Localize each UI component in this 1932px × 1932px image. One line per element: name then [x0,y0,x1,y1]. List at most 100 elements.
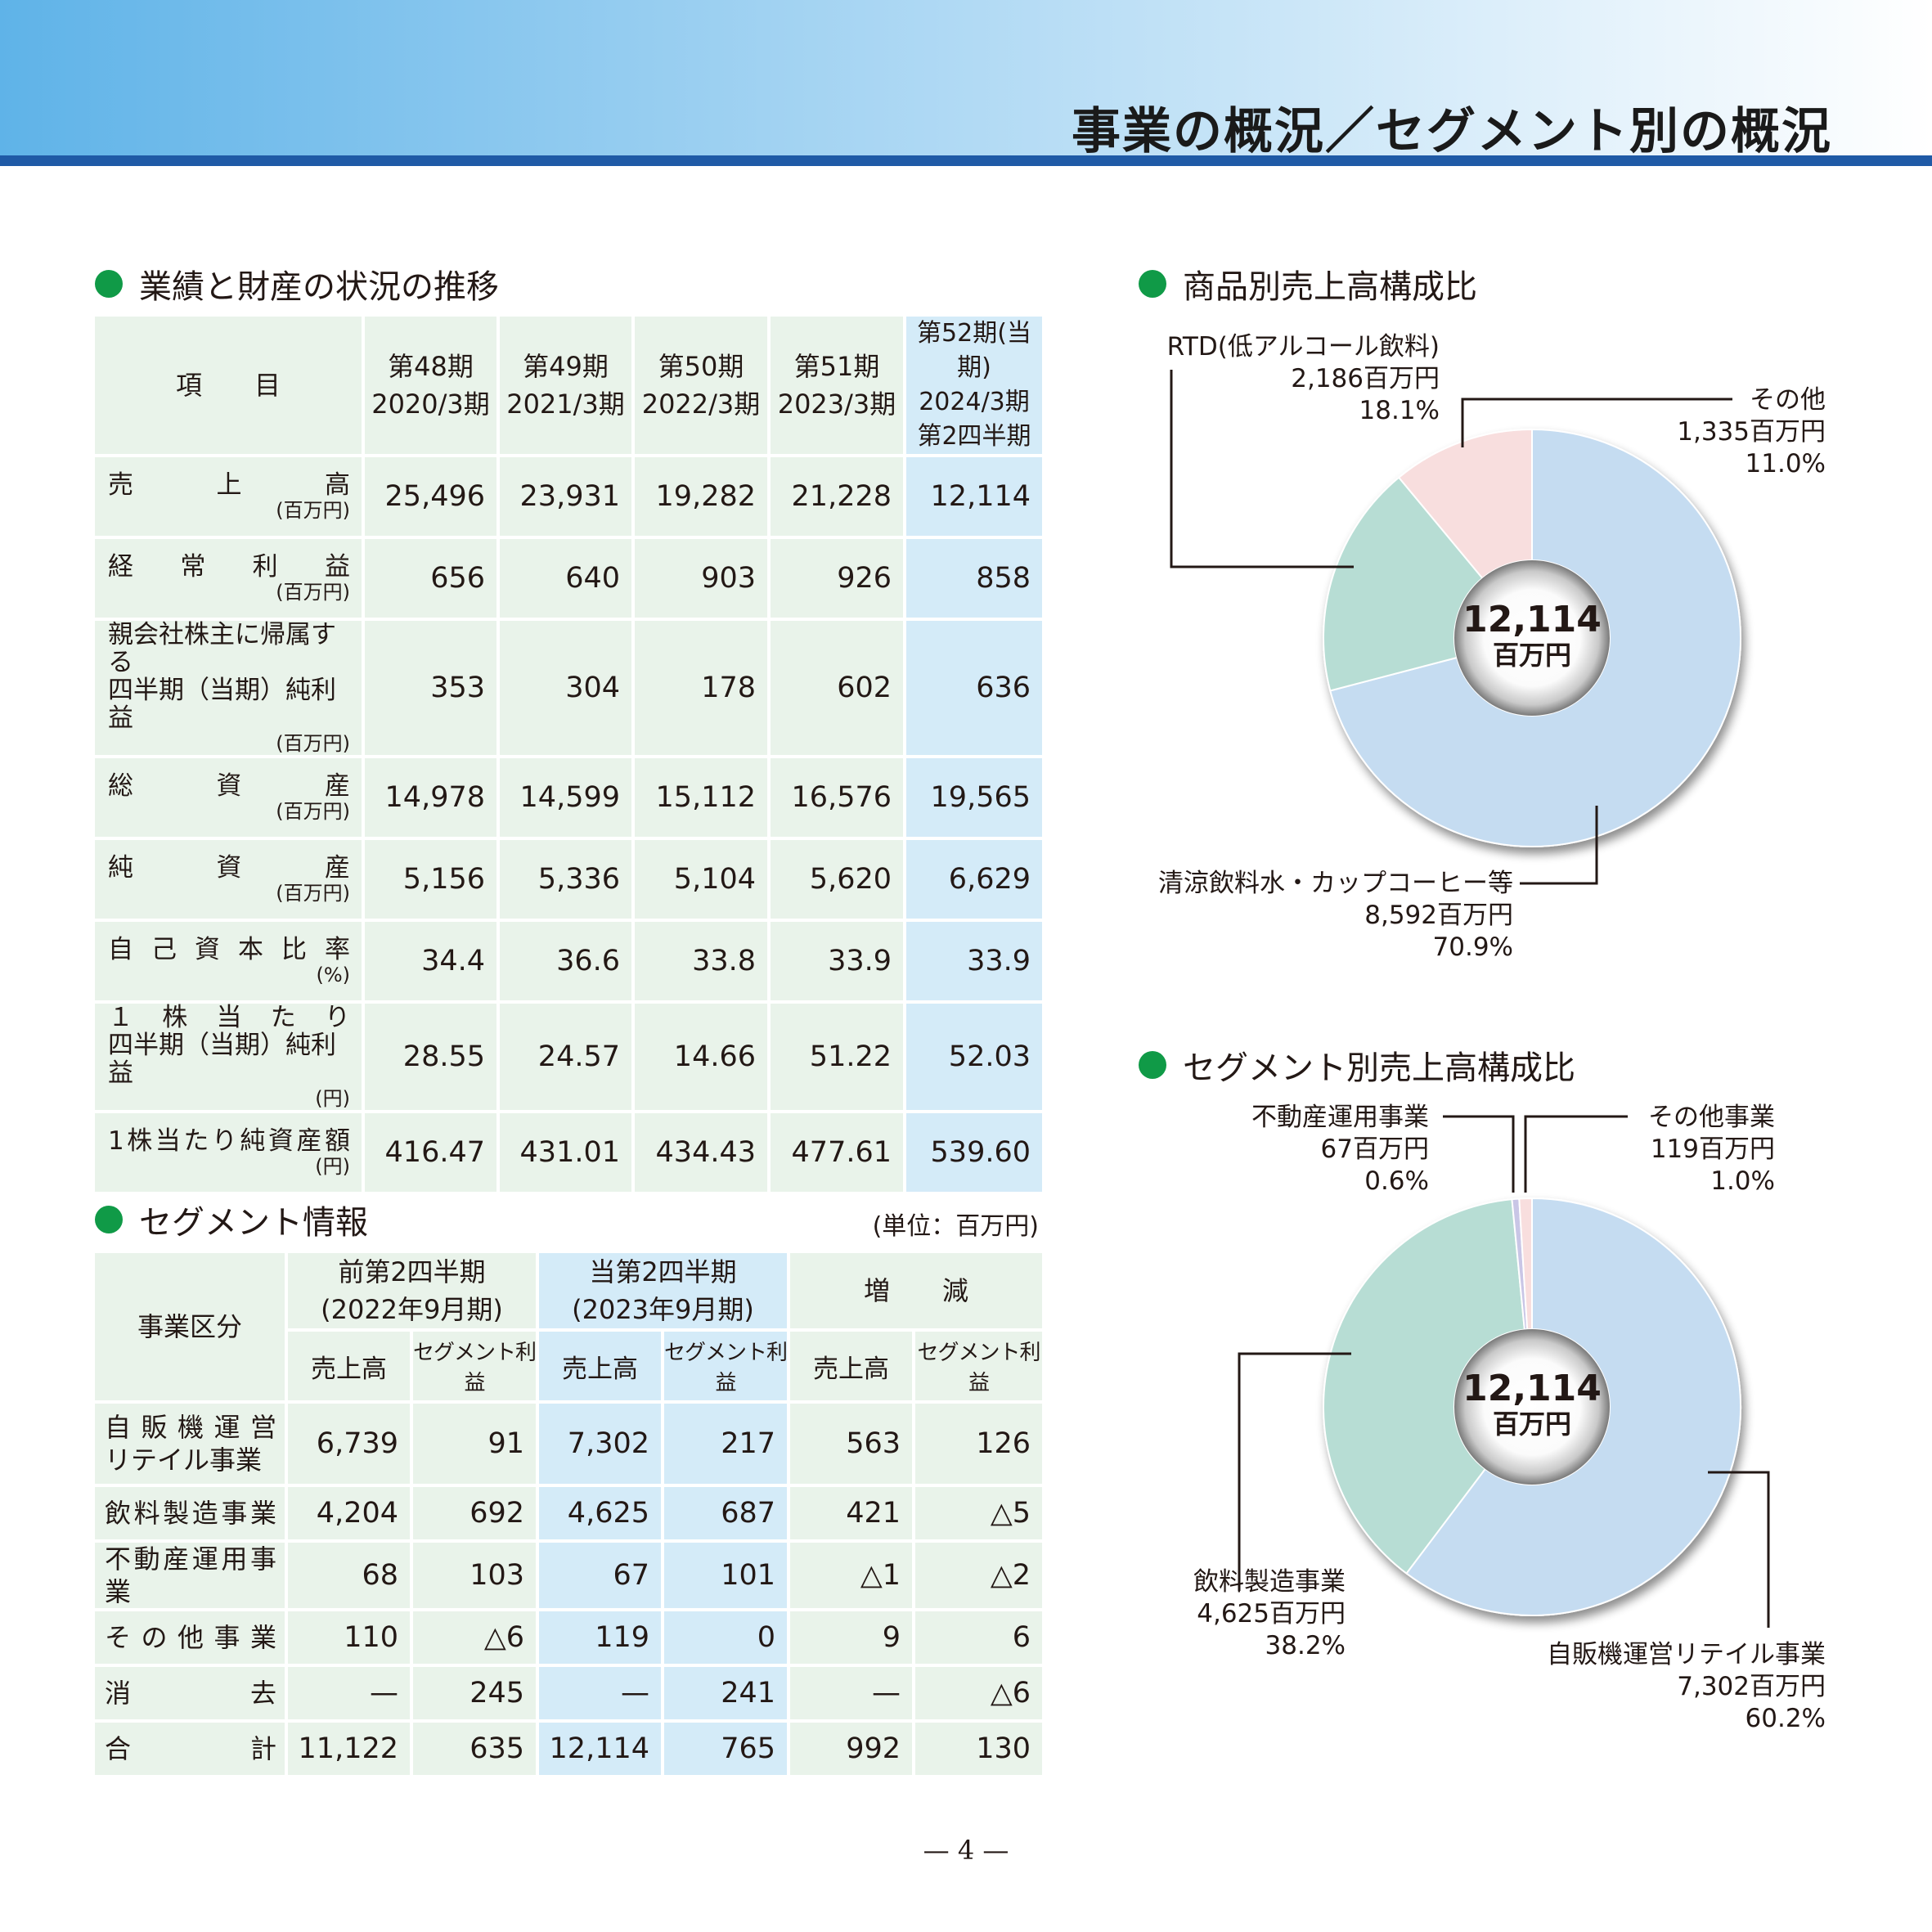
table-cell-current: 858 [903,536,1045,621]
row-label: 不動産運用事業 [92,1539,288,1611]
slice-percent: 38.2% [1265,1631,1346,1660]
table-cell-current: 7,302 [536,1400,664,1487]
table-cell: 992 [787,1719,915,1778]
header-period: 第51期 2023/3期 [767,313,906,457]
table-row: 合 計 11,122 635 12,114 765 992 130 [92,1719,1046,1778]
table-cell: 130 [911,1719,1046,1778]
leader-line-other-business [1524,1115,1628,1193]
donut-center [1454,560,1610,716]
table-cell: 5,156 [362,837,500,922]
header-current-period: 第52期(当期) 2024/3期 第2四半期 [903,313,1045,457]
table-cell: 14,599 [496,755,635,840]
table-cell: 24.57 [496,1000,635,1113]
donut-center [1454,1329,1610,1485]
table-cell: △6 [410,1608,539,1667]
table-cell-current: 6,629 [903,837,1045,922]
table-cell: 304 [496,618,635,758]
slice-value: 1,335百万円 [1677,417,1826,447]
leader-line-beverage-manufacturing [1238,1352,1351,1591]
table-cell: 110 [285,1608,413,1667]
slice-value: 4,625百万円 [1197,1599,1346,1629]
table-cell-current: 0 [661,1608,790,1667]
slice-label: 不動産運用事業 [1251,1103,1429,1132]
row-label: 合 計 [92,1719,288,1778]
table-cell: 563 [787,1400,915,1487]
table-cell: 28.55 [362,1000,500,1113]
header-category: 事業区分 [92,1250,288,1404]
table-cell: 21,228 [767,454,906,539]
row-label: 飲料製造事業 [92,1484,288,1543]
bullet-icon [1139,270,1166,298]
row-label: 消 去 [92,1664,288,1723]
subheader-sales: 売上高 [285,1328,413,1404]
table-cell: 23,931 [496,454,635,539]
slice-label: その他事業 [1648,1103,1775,1132]
table-cell: 926 [767,536,906,621]
table-cell-current: 765 [661,1719,790,1778]
donut-slices [1323,1197,1741,1616]
table-row: 自 己 資 本 比 率 (%) 34.4 36.6 33.8 33.9 33.9 [92,919,1045,1004]
row-label: 売 上 高 (百万円) [92,454,365,539]
subheader-profit: セグメント利益 [410,1328,539,1404]
table-cell: 5,104 [631,837,771,922]
table-cell: 15,112 [631,755,771,840]
segment-table: 事業区分 前第2四半期 (2022年9月期) 当第2四半期 (2023年9月期) 増… [92,1250,1046,1778]
table-cell: 353 [362,618,500,758]
row-label: 親会社株主に帰属する 四半期（当期）純利益 (百万円) [92,618,365,758]
header-band [0,0,1932,155]
header-period: 第50期 2022/3期 [631,313,771,457]
table-cell: 421 [787,1484,915,1543]
donut-center-value: 12,114 [1462,1368,1602,1409]
table-row: 1株当たり純資産額 (円) 416.47 431.01 434.43 477.61… [92,1110,1045,1195]
performance-section-title-text: 業績と財産の状況の推移 [139,268,499,306]
performance-header-row: 項 目 第48期 2020/3期 第49期 2021/3期 第50期 2022/3期 … [92,313,1045,457]
slice-percent: 60.2% [1746,1704,1826,1733]
table-cell: 5,620 [767,837,906,922]
table-row: 売 上 高 (百万円) 25,496 23,931 19,282 21,228 1… [92,454,1045,539]
table-cell: 434.43 [631,1110,771,1195]
table-cell: 477.61 [767,1110,906,1195]
table-cell: 640 [496,536,635,621]
header-period: 第49期 2021/3期 [496,313,635,457]
table-row: 親会社株主に帰属する 四半期（当期）純利益 (百万円) 353 304 178 60… [92,618,1045,758]
table-cell: 33.9 [767,919,906,1004]
row-label: 総 資 産 (百万円) [92,755,365,840]
row-label: 純 資 産 (百万円) [92,837,365,922]
table-cell: 126 [911,1400,1046,1487]
table-cell: 36.6 [496,919,635,1004]
slice-value: 119百万円 [1651,1134,1775,1164]
leader-line-rtd [1170,370,1354,568]
product-chart-title: 商品別売上高構成比 [1139,260,1477,308]
header-current-q2: 当第2四半期 (2023年9月期) [536,1250,790,1332]
slice-percent: 18.1% [1359,396,1440,425]
table-cell: 656 [362,536,500,621]
page-number: — 4 — [923,1835,1009,1866]
slice-value: 7,302百万円 [1677,1672,1826,1701]
slice-value: 2,186百万円 [1291,364,1440,393]
table-cell-current: 4,625 [536,1484,664,1543]
slice-percent: 11.0% [1746,449,1826,479]
page-title: 事業の概況／セグメント別の概況 [1072,103,1832,160]
slice-value: 67百万円 [1321,1134,1429,1164]
table-cell: 14,978 [362,755,500,840]
table-cell: 903 [631,536,771,621]
table-row: 不動産運用事業 68 103 67 101 △1 △2 [92,1539,1046,1611]
product-chart-title-text: 商品別売上高構成比 [1183,268,1477,306]
table-cell: 68 [285,1539,413,1611]
table-row: 純 資 産 (百万円) 5,156 5,336 5,104 5,620 6,629 [92,837,1045,922]
table-cell: — [787,1664,915,1723]
header-rule [0,155,1932,166]
donut-center-value: 12,114 [1462,599,1602,640]
row-label: 1株当たり純資産額 (円) [92,1110,365,1195]
table-cell-current: 101 [661,1539,790,1611]
donut-center-unit: 百万円 [1493,1409,1571,1440]
bullet-icon [1139,1051,1166,1079]
table-cell-current: 33.9 [903,919,1045,1004]
table-cell: 431.01 [496,1110,635,1195]
row-label: １ 株 当 た り四半期（当期）純利益 (円) [92,1000,365,1113]
table-row: １ 株 当 た り四半期（当期）純利益 (円) 28.55 24.57 14.66… [92,1000,1045,1113]
row-label: 自 販 機 運 営リテイル事業 [92,1400,288,1487]
table-cell-current: 67 [536,1539,664,1611]
table-cell: 692 [410,1484,539,1543]
table-cell: 19,282 [631,454,771,539]
